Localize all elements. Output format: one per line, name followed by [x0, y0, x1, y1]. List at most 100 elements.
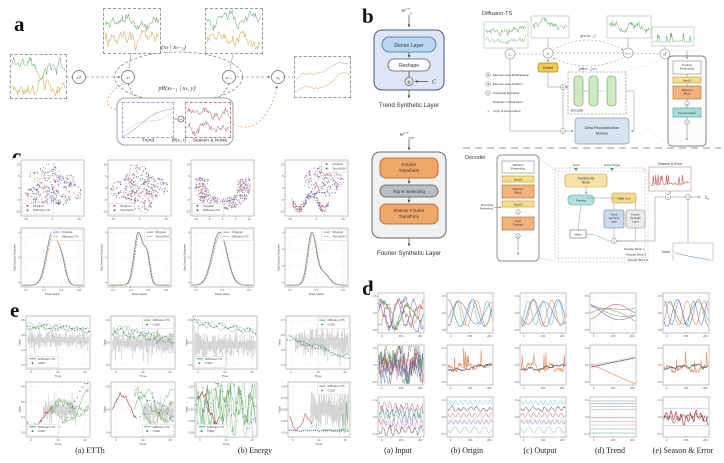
panel-b-label: b — [362, 4, 374, 28]
svg-text:-0.5: -0.5 — [372, 328, 377, 332]
svg-text:0.6: 0.6 — [281, 333, 285, 337]
svg-text:Layer: Layer — [611, 220, 618, 224]
kde-plot-2: 0.2 0.4 0.6 0.8 0 2 4 Data Value Data Density Es… — [100, 226, 173, 296]
svg-text:0.2: 0.2 — [658, 363, 662, 367]
svg-text:Time: Time — [55, 442, 62, 446]
svg-text:0: 0 — [450, 334, 452, 338]
svg-text:CSDI: CSDI — [38, 361, 46, 365]
input-plot-r1: 0 100 200 0.5 0.0 -0.5 — [370, 291, 426, 339]
season-error-plot-r1: 0 100 200 0.5 0.0 -0.5 — [655, 291, 711, 339]
svg-text:+: + — [687, 195, 689, 199]
svg-text:-10: -10 — [24, 217, 28, 221]
svg-text:Original: Original — [62, 230, 73, 234]
svg-text:-5: -5 — [17, 198, 20, 202]
svg-text:0.2: 0.2 — [21, 363, 25, 367]
svg-text:Block: Block — [684, 92, 691, 96]
svg-text:+: + — [613, 239, 615, 243]
svg-text:200: 200 — [487, 438, 492, 442]
svg-text:0.50: 0.50 — [188, 408, 194, 412]
svg-text:0: 0 — [282, 186, 284, 190]
svg-text:Diffusion-TS: Diffusion-TS — [207, 425, 224, 429]
svg-text:40: 40 — [168, 438, 171, 442]
svg-text:5: 5 — [105, 174, 107, 178]
panel-b-synthetic-layers: w1:dtr Dense Layer Reshape ⊗ C Trend Syn… — [371, 7, 447, 257]
svg-text:Diffusion-TS: Diffusion-TS — [328, 318, 345, 322]
svg-text:-10: -10 — [280, 210, 284, 214]
svg-text:-5: -5 — [104, 198, 107, 202]
svg-text:Data Value: Data Value — [215, 292, 230, 296]
svg-text:2: 2 — [18, 256, 20, 260]
input-plot-r2: 0 100 200 0.2 0.0 -0.2 — [370, 343, 426, 391]
noisy-target-marker-icon — [610, 168, 614, 171]
svg-text:0.4: 0.4 — [281, 363, 285, 367]
encoder-label: Encoder — [571, 109, 584, 113]
season-error-plot-r2: 0 100 200 0.4 0.2 0.0 — [655, 343, 711, 391]
origin-plot-r1: 0 100 200 0.5 0.0 -0.5 — [439, 291, 495, 339]
diffusion-section-header: Diffusion-TS — [482, 11, 512, 17]
svg-text:Element-wise Multiplication: Element-wise Multiplication — [493, 73, 530, 77]
svg-text:Gate Unit: Gate Unit — [618, 197, 631, 201]
svg-text:0.0: 0.0 — [585, 415, 589, 419]
decoder-block-detail: Input Noisy Target Transformer Block Poo… — [554, 163, 665, 263]
svg-text:10: 10 — [187, 162, 190, 166]
svg-text:0.6: 0.6 — [247, 288, 251, 292]
svg-text:0.2: 0.2 — [585, 346, 589, 350]
svg-text:0: 0 — [115, 438, 117, 442]
output-plot-r2: 0 100 200 0.4 0.2 0.0 — [512, 343, 568, 391]
svg-text:0.4: 0.4 — [373, 398, 377, 402]
svg-text:-10: -10 — [16, 210, 20, 214]
svg-text:0.4: 0.4 — [106, 363, 110, 367]
svg-text:0.8: 0.8 — [21, 318, 25, 322]
decoder-section-header: Decoder — [465, 155, 486, 161]
svg-text:Direction of Data Flow: Direction of Data Flow — [493, 100, 523, 104]
svg-text:200: 200 — [418, 386, 423, 390]
node-xT: xT — [76, 75, 82, 80]
svg-text:2: 2 — [105, 256, 107, 260]
svg-text:0.2: 0.2 — [442, 363, 446, 367]
season-error-label: Season & Error — [658, 162, 683, 166]
svg-text:CSDI: CSDI — [207, 429, 215, 433]
svg-text:0: 0 — [30, 438, 32, 442]
state-nodes: xT xₜ xₜ₋₁ x₀ — [72, 70, 285, 84]
svg-text:0.0: 0.0 — [442, 380, 446, 384]
kde-plot-1: 0.2 0.4 0.6 0.8 0 2 4 Data Value Data Density Es… — [13, 226, 86, 296]
svg-text:-0.4: -0.4 — [372, 432, 377, 436]
svg-text:Original: Original — [155, 230, 166, 234]
svg-text:Attention: Attention — [681, 88, 692, 92]
svg-text:-5: -5 — [208, 217, 211, 221]
node-x0: x₀ — [275, 75, 280, 80]
svg-text:Attention: Attention — [512, 187, 523, 191]
svg-text:Noisy Target: Noisy Target — [604, 163, 620, 167]
svg-text:200: 200 — [630, 334, 635, 338]
svg-text:0: 0 — [523, 438, 525, 442]
svg-text:Input: Input — [573, 163, 580, 167]
svg-text:0: 0 — [381, 386, 383, 390]
svg-text:0: 0 — [290, 370, 292, 374]
svg-text:200: 200 — [630, 438, 635, 442]
svg-text:Data Density Estimates: Data Density Estimates — [13, 243, 17, 271]
svg-text:Value: Value — [18, 406, 22, 413]
svg-text:40: 40 — [250, 370, 253, 374]
svg-text:0.0: 0.0 — [373, 415, 377, 419]
svg-text:0: 0 — [450, 386, 452, 390]
process-ellipse — [114, 51, 243, 103]
svg-text:TimeGAN: TimeGAN — [332, 167, 345, 171]
svg-text:0.0: 0.0 — [515, 415, 519, 419]
reshape-label: Reshape — [399, 63, 419, 69]
svg-text:10: 10 — [247, 217, 250, 221]
condition-symbol: C — [432, 80, 437, 86]
svg-text:+: + — [517, 210, 519, 214]
svg-text:6: 6 — [282, 280, 284, 284]
svg-text:20: 20 — [224, 370, 227, 374]
svg-text:Diffusion-TS: Diffusion-TS — [328, 384, 345, 388]
svg-text:+: + — [562, 129, 564, 133]
svg-text:Copy of Final Output: Copy of Final Output — [493, 109, 521, 113]
svg-text:5: 5 — [18, 174, 20, 178]
svg-text:0.7: 0.7 — [281, 318, 285, 322]
svg-text:Original: Original — [332, 230, 343, 234]
svg-text:CSDI: CSDI — [38, 429, 46, 433]
energy-forecast-plot-3: 0 20 40 1.00 0.75 0.50 0.25 0.00 Time Value Diffus… — [185, 380, 259, 446]
